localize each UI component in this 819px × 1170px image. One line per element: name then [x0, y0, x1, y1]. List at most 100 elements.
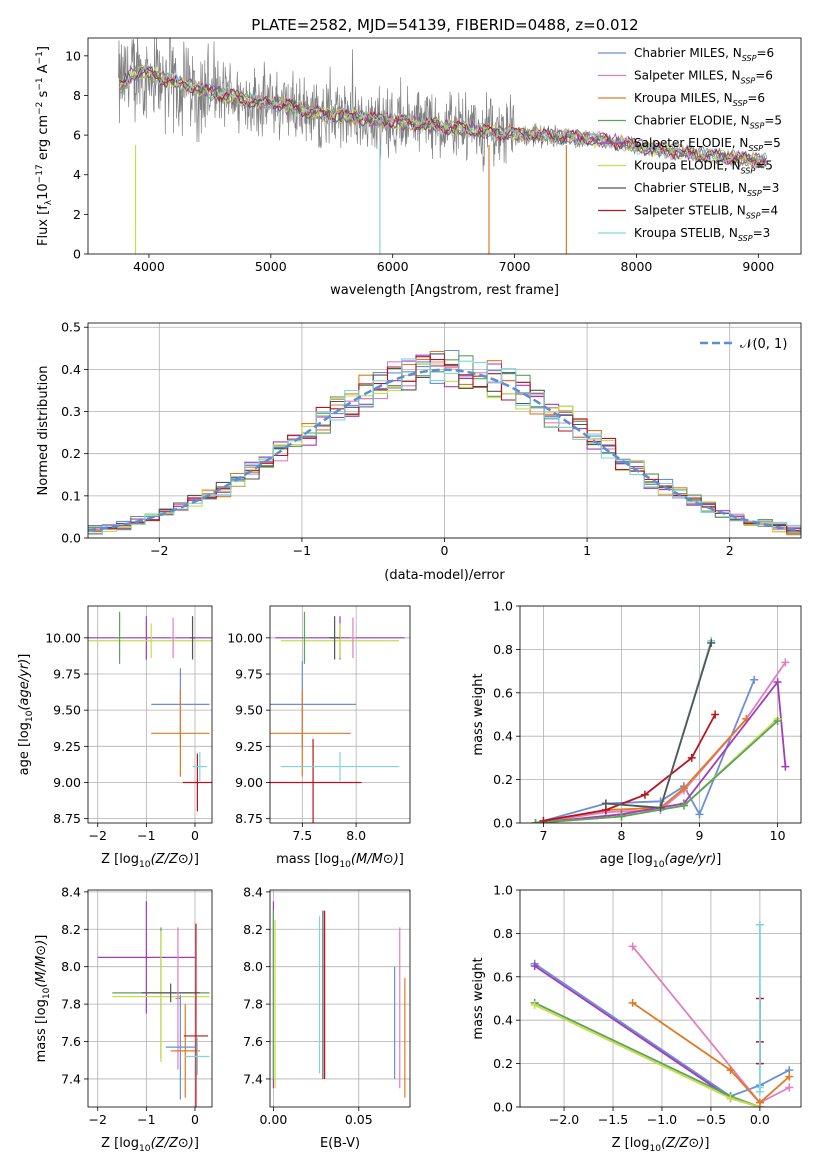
y-axis-label: Flux [fλ10−17 erg cm−2 s−1 A−1] [35, 46, 54, 246]
y-tick-label: 8.4 [61, 884, 81, 899]
weight-line-0 [535, 679, 756, 823]
weight-line-0 [534, 963, 790, 1098]
y-tick-label: 9.00 [53, 775, 81, 790]
y-tick-label: 0.5 [61, 320, 81, 335]
x-axis-label: Z [log10(Z/Z⊙)] [612, 1136, 710, 1154]
mass-vs-metallicity-panel: −2 −1 0 7.4 7.6 7.8 8.0 8.2 8.4 Z [log10(Z/Z⊙)] ma… [34, 884, 213, 1154]
y-axis-label: age [log10(age/yr)] [17, 654, 35, 776]
model-spectrum-6 [119, 65, 767, 167]
y-tick-label: 0.6 [493, 969, 513, 984]
y-tick-label: 7.4 [243, 1071, 263, 1086]
x-tick-label: −1 [137, 828, 155, 843]
x-tick-label: 9 [696, 828, 704, 843]
x-tick-label: −1 [293, 543, 311, 558]
legend-label: Kroupa MILES, NSSP=6 [634, 91, 765, 108]
x-axis-label: mass [log10(M/M⊙)] [276, 852, 404, 870]
x-tick-label: 8.0 [346, 828, 366, 843]
y-tick-label: 0.2 [61, 446, 81, 461]
weight-marker [628, 942, 637, 951]
plot-area [97, 901, 210, 1107]
y-tick-label: 10.00 [45, 630, 81, 645]
y-tick-label: 0.8 [493, 642, 513, 657]
y-tick-label: 8.75 [235, 811, 263, 826]
weight-marker [785, 1083, 794, 1092]
axes-frame [87, 37, 802, 255]
weight-marker [755, 920, 764, 929]
weight-marker [531, 819, 540, 823]
x-tick-label: 0.05 [345, 1112, 373, 1127]
axes-frame [269, 889, 411, 1108]
y-axis-label: Normed distribution [36, 366, 51, 496]
figure-title: PLATE=2582, MJD=54139, FIBERID=0488, z=0… [251, 16, 638, 34]
x-tick-label: −0.5 [696, 1112, 726, 1127]
y-tick-label: 0.2 [493, 1056, 513, 1071]
y-axis-label: mass weight [471, 673, 486, 755]
residuals-panel: −2 −1 0 1 2 0.0 0.1 0.2 0.3 0.4 0.5 (data-model)/er… [36, 320, 802, 583]
y-tick-label: 1.0 [493, 599, 513, 614]
plot-area [88, 611, 212, 812]
spectrum-panel: 4000 5000 6000 7000 8000 9000 0 2 4 6 8 10 wavelengt… [35, 37, 802, 298]
legend-label: Salpeter STELIB, NSSP=4 [634, 204, 778, 221]
weight-marker [656, 803, 665, 812]
axes-frame [87, 889, 213, 1108]
y-tick-label: 8.75 [53, 811, 81, 826]
x-tick-label: 10 [770, 828, 786, 843]
y-tick-label: 9.75 [53, 666, 81, 681]
y-tick-label: 8.4 [243, 884, 263, 899]
x-axis-label: E(B-V) [320, 1136, 360, 1151]
weight-marker [695, 810, 704, 819]
x-tick-label: 7000 [499, 259, 531, 274]
y-tick-label: 0.2 [493, 772, 513, 787]
weight-marker [617, 812, 626, 821]
y-tick-label: 4 [73, 167, 81, 182]
weight-marker [628, 998, 637, 1007]
weight-marker [750, 675, 759, 684]
x-tick-label: −2 [150, 543, 168, 558]
y-tick-label: 9.50 [235, 703, 263, 718]
x-axis-label: wavelength [Angstrom, rest frame] [330, 283, 559, 298]
x-tick-label: 0 [191, 1112, 199, 1127]
x-tick-label: 8 [617, 828, 625, 843]
weight-marker [640, 790, 649, 799]
weight-line-5 [535, 720, 779, 823]
weight-marker [530, 961, 539, 970]
x-axis-label: (data-model)/error [384, 568, 505, 583]
y-tick-label: 9.00 [235, 775, 263, 790]
legend-label: 𝒩(0, 1) [740, 337, 787, 352]
weight-marker [707, 638, 716, 647]
y-tick-label: 9.75 [235, 666, 263, 681]
weight-marker [785, 1072, 794, 1081]
plot-area [530, 920, 794, 1107]
y-tick-label: 0.4 [493, 1013, 513, 1028]
x-tick-label: −1.5 [598, 1112, 628, 1127]
x-tick-label: 0.0 [750, 1112, 770, 1127]
x-tick-label: 1 [583, 543, 591, 558]
weight-marker [755, 1098, 764, 1107]
normal-curve [88, 368, 801, 532]
x-axis-label: Z [log10(Z/Z⊙)] [101, 1136, 199, 1154]
y-tick-label: 9.25 [53, 739, 81, 754]
x-tick-label: 7 [539, 828, 547, 843]
y-tick-label: 0.4 [493, 729, 513, 744]
y-axis-label: mass weight [471, 957, 486, 1039]
y-tick-label: 6 [73, 128, 81, 143]
weight-marker [773, 717, 782, 726]
y-tick-label: 10 [65, 48, 81, 63]
mass-vs-ebv-panel: 0.00 0.05 7.4 7.6 7.8 8.0 8.2 8.4 E(B-V) [243, 884, 411, 1151]
weight-vs-metallicity-panel: −2.0 −1.5 −1.0 −0.5 0.0 0.0 0.2 0.4 0.6 0.8 1.0 Z [… [471, 883, 802, 1154]
axes-frame [519, 605, 802, 824]
axes-frame [519, 889, 802, 1108]
x-tick-label: −2.0 [549, 1112, 579, 1127]
y-tick-label: 8 [73, 88, 81, 103]
y-tick-label: 8.2 [61, 922, 81, 937]
weight-line-5 [632, 1002, 790, 1104]
x-tick-label: 8000 [621, 259, 653, 274]
plot-area [531, 636, 790, 823]
y-tick-label: 0.8 [493, 926, 513, 941]
x-tick-label: 5000 [255, 259, 287, 274]
legend-label: Chabrier MILES, NSSP=6 [634, 46, 774, 63]
y-axis-label: mass [log10(M/M⊙)] [34, 935, 52, 1063]
x-axis-label: Z [log10(Z/Z⊙)] [101, 852, 199, 870]
age-vs-mass-panel: 7.5 8.0 8.75 9.00 9.25 9.50 9.75 10.00 mass [log… [227, 605, 411, 870]
